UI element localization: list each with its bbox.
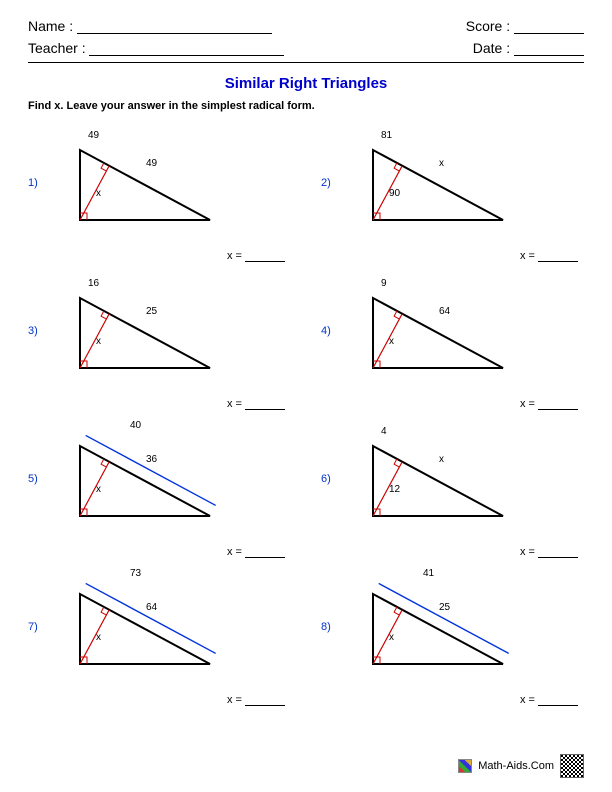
page-title: Similar Right Triangles [28,75,584,92]
problem: 6) 4 x 12 x = [321,418,584,558]
date-line[interactable] [514,42,584,56]
footer-icon [458,759,472,773]
hypotenuse-label: 64 [146,602,157,613]
base-segment-label: x [96,484,101,495]
hypotenuse-label: 64 [439,306,450,317]
answer-prefix: x = [227,250,245,262]
date-label: Date : [473,40,514,56]
teacher-label: Teacher : [28,40,89,56]
answer-line[interactable] [245,251,285,262]
answer-line[interactable] [538,251,578,262]
hypotenuse-label: 36 [146,454,157,465]
problem: 4) 9 64 x x = [321,270,584,410]
answer-field: x = [227,694,285,706]
answer-field: x = [227,546,285,558]
hypotenuse-label: x [439,158,444,169]
answer-line[interactable] [538,547,578,558]
answer-line[interactable] [538,695,578,706]
problem-number: 5) [28,473,38,485]
triangle-diagram: 7364x [72,576,222,666]
answer-field: x = [520,546,578,558]
problem: 5) 40 36 x x = [28,418,291,558]
problem: 7) 73 64 x x = [28,566,291,706]
score-line[interactable] [514,20,584,34]
answer-field: x = [227,250,285,262]
triangle-diagram: 4125x [365,576,515,666]
footer-text: Math-Aids.Com [478,760,554,772]
answer-line[interactable] [538,399,578,410]
top-segment-label: 49 [88,130,99,141]
problem-number: 6) [321,473,331,485]
footer: Math-Aids.Com [458,754,584,778]
answer-field: x = [520,694,578,706]
problem-number: 8) [321,621,331,633]
name-field: Name : [28,18,272,34]
teacher-field: Teacher : [28,40,284,56]
top-segment-label: 4 [381,426,387,437]
base-segment-label: 90 [389,188,400,199]
base-segment-label: x [389,632,394,643]
parallel-segment-label: 41 [423,568,434,579]
hypotenuse-label: 25 [146,306,157,317]
hypotenuse-label: 49 [146,158,157,169]
base-segment-label: x [96,188,101,199]
header-divider [28,62,584,63]
problem: 2) 81 x 90 x = [321,122,584,262]
problem-number: 4) [321,325,331,337]
answer-prefix: x = [227,694,245,706]
problem: 3) 16 25 x x = [28,270,291,410]
triangle-diagram: 49 49 x [72,132,222,222]
answer-line[interactable] [245,547,285,558]
problem-number: 3) [28,325,38,337]
worksheet-page: Name : Score : Teacher : Date : Similar … [0,0,612,724]
answer-field: x = [520,250,578,262]
teacher-line[interactable] [89,42,284,56]
triangle-diagram: 81 x 90 [365,132,515,222]
problems-grid: 1) 4949xx = 2) 81x90x = 3) 1625xx = 4) 9… [28,122,584,706]
header-row-1: Name : Score : [28,18,584,34]
problem: 8) 41 25 x x = [321,566,584,706]
answer-prefix: x = [520,694,538,706]
answer-prefix: x = [227,546,245,558]
score-field: Score : [466,18,584,34]
answer-field: x = [520,398,578,410]
top-segment-label: 16 [88,278,99,289]
problem-number: 2) [321,177,331,189]
date-field: Date : [473,40,584,56]
problem-number: 1) [28,177,38,189]
score-label: Score : [466,18,514,34]
base-segment-label: 12 [389,484,400,495]
base-segment-label: x [389,336,394,347]
triangle-diagram: 9 64 x [365,280,515,370]
answer-field: x = [227,398,285,410]
header-row-2: Teacher : Date : [28,40,584,56]
hypotenuse-label: x [439,454,444,465]
answer-line[interactable] [245,399,285,410]
parallel-segment-label: 73 [130,568,141,579]
problem-number: 7) [28,621,38,633]
base-segment-label: x [96,632,101,643]
base-segment-label: x [96,336,101,347]
top-segment-label: 9 [381,278,387,289]
triangle-diagram: 16 25 x [72,280,222,370]
triangle-diagram: 4036x [72,428,222,518]
answer-prefix: x = [520,250,538,262]
name-label: Name : [28,18,77,34]
triangle-diagram: 4 x 12 [365,428,515,518]
name-line[interactable] [77,20,272,34]
answer-prefix: x = [520,398,538,410]
answer-line[interactable] [245,695,285,706]
answer-prefix: x = [520,546,538,558]
instructions: Find x. Leave your answer in the simples… [28,100,584,112]
answer-prefix: x = [227,398,245,410]
qr-icon [560,754,584,778]
problem: 1) 49 49 x x = [28,122,291,262]
top-segment-label: 81 [381,130,392,141]
parallel-segment-label: 40 [130,420,141,431]
hypotenuse-label: 25 [439,602,450,613]
